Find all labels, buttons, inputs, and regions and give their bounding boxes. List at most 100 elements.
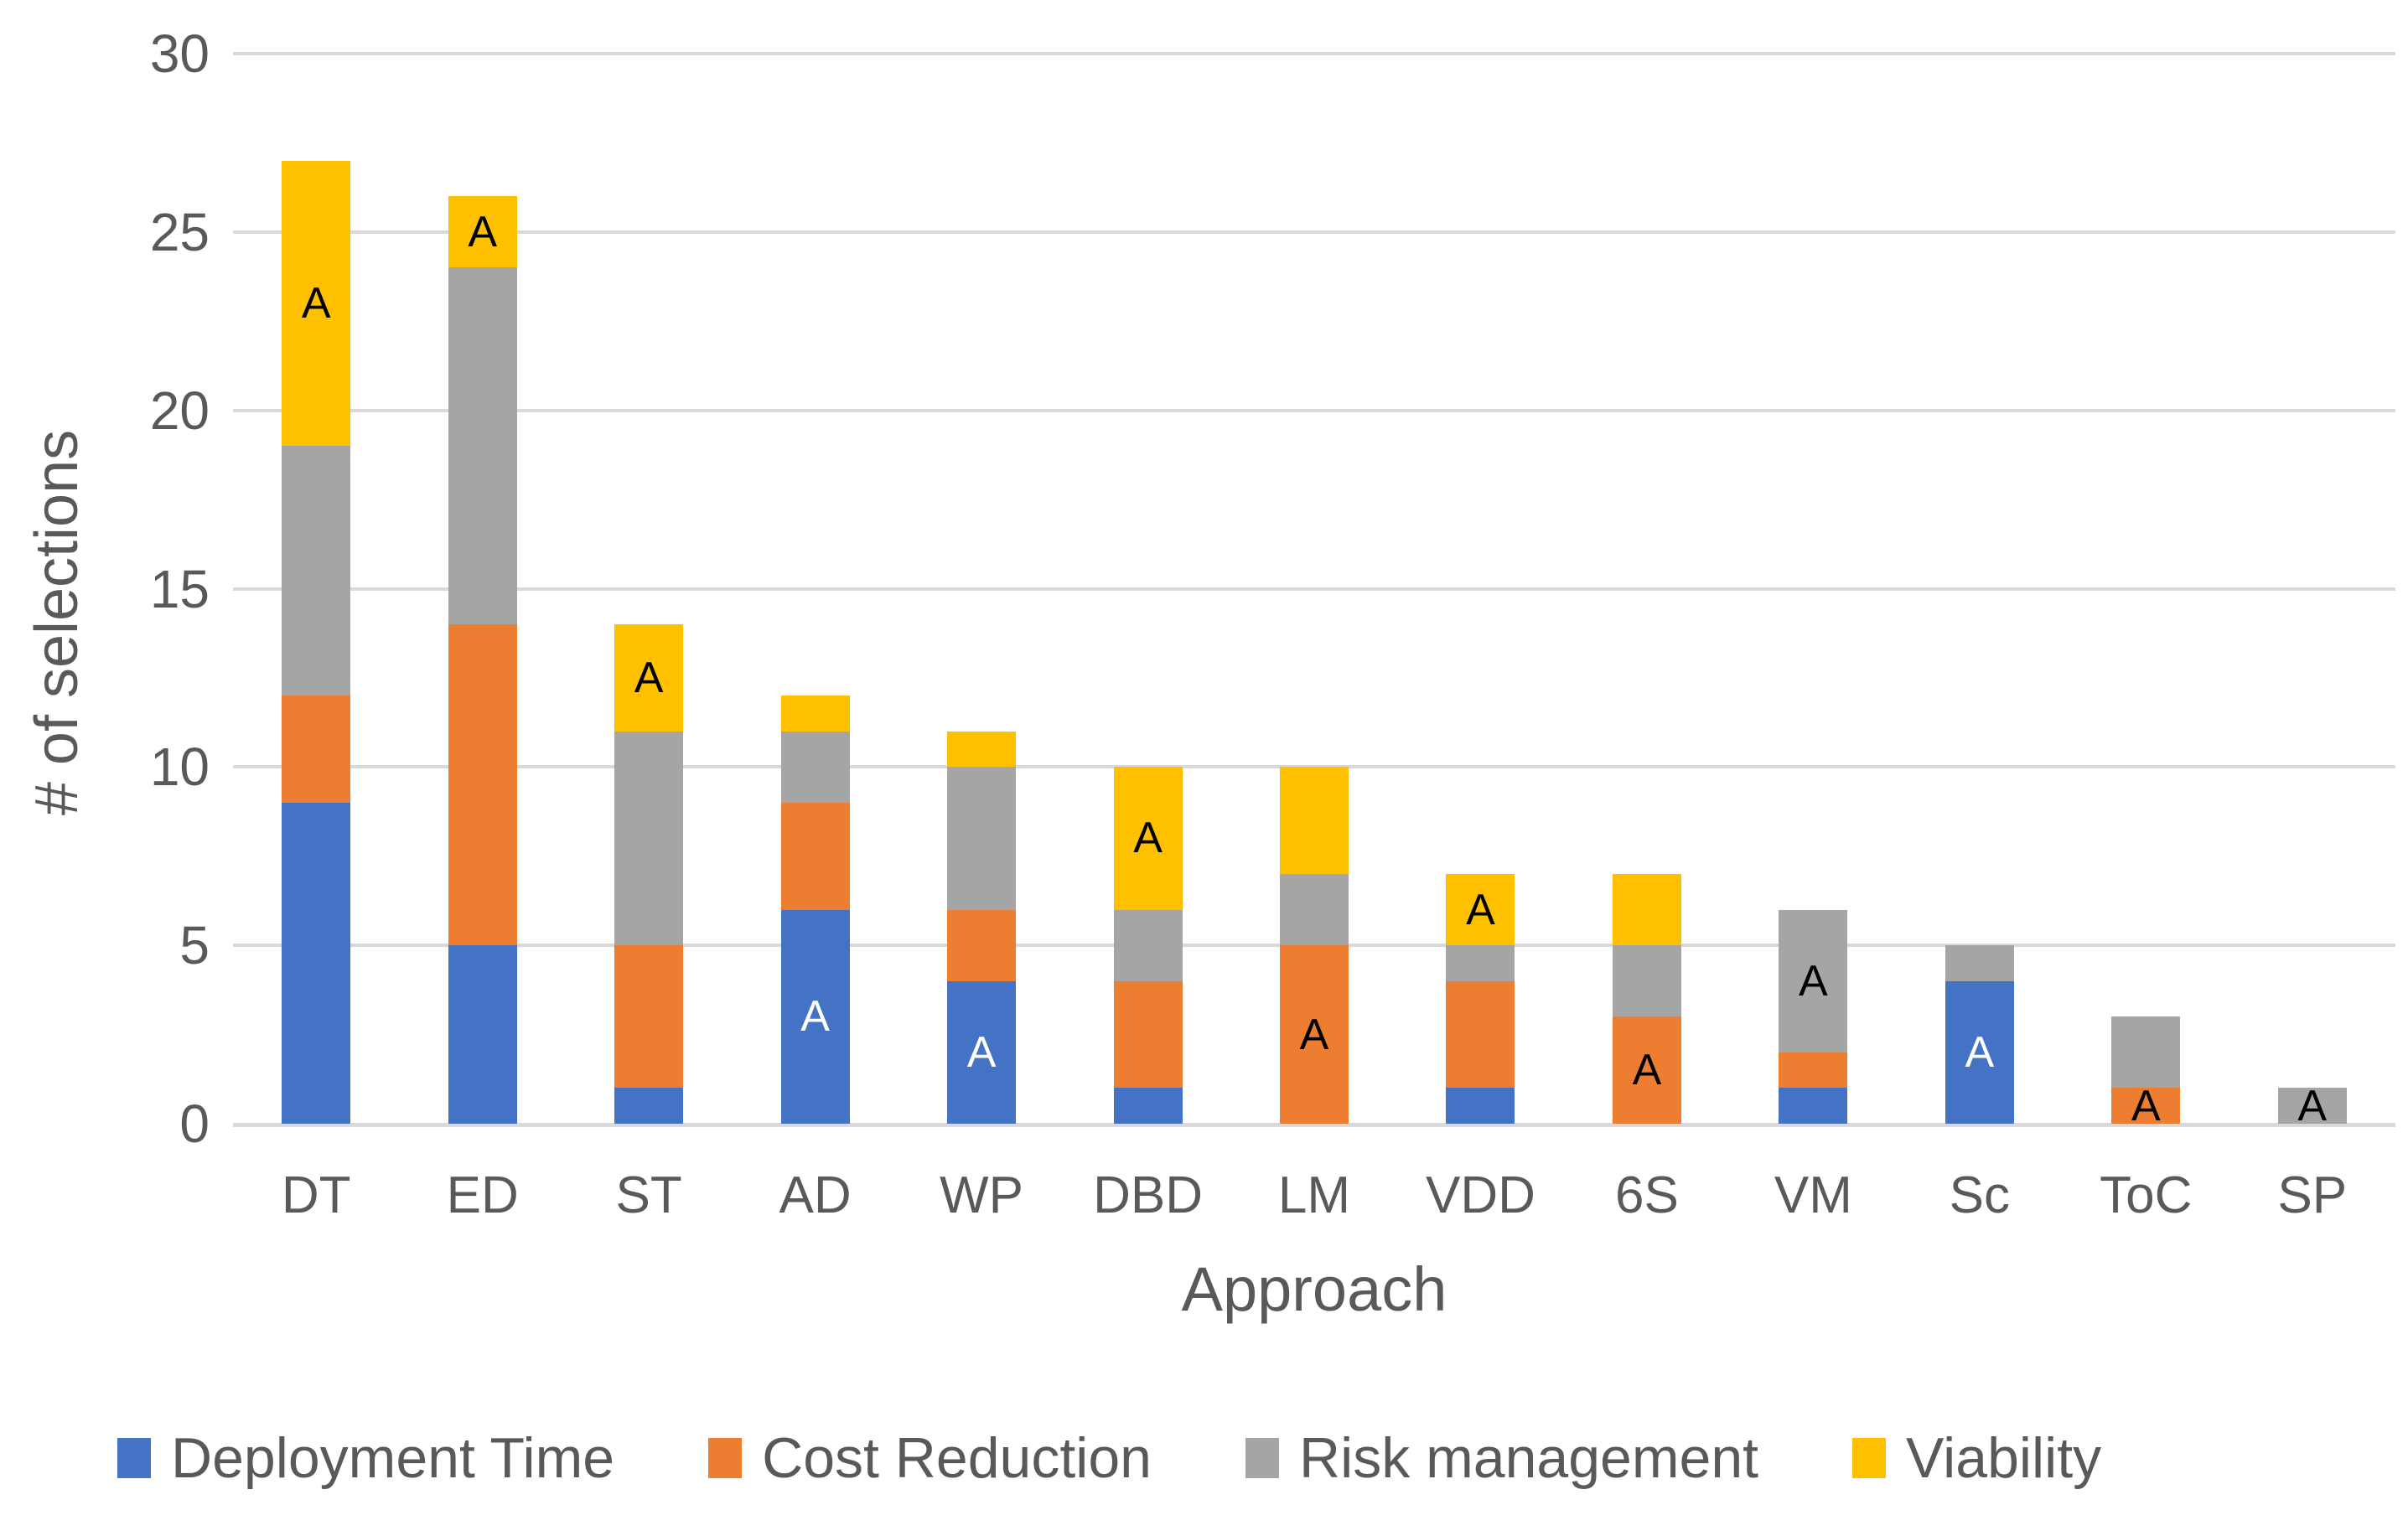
legend-marker-icon [1245, 1438, 1280, 1478]
bar-segment [448, 624, 517, 946]
bar-LM: A [1280, 767, 1349, 1124]
bar-annotation: A [966, 1027, 997, 1077]
bar-segment [448, 945, 517, 1124]
bar-segment: A [780, 909, 850, 1124]
y-tick-label: 30 [149, 23, 210, 84]
bar-segment [1446, 980, 1515, 1089]
gridline [233, 52, 2395, 55]
bar-annotation: A [800, 992, 830, 1042]
gridline [233, 587, 2395, 591]
y-tick-label: 20 [149, 380, 210, 441]
bar-segment [1612, 874, 1681, 946]
y-tick-label: 5 [179, 915, 210, 976]
bar-annotation: A [468, 207, 498, 256]
bar-segment [1113, 1088, 1183, 1124]
legend-item: Cost Reduction [708, 1430, 1152, 1487]
bar-VDD: A [1446, 874, 1515, 1124]
bar-segment [1612, 945, 1681, 1017]
y-tick-label: 0 [179, 1094, 210, 1154]
legend-item: Risk management [1245, 1430, 1758, 1487]
bar-DBD: A [1113, 767, 1183, 1124]
bar-segment [614, 731, 684, 946]
bar-segment: A [1446, 874, 1515, 946]
bar-segment: A [1113, 767, 1183, 910]
bar-segment [1446, 1088, 1515, 1124]
legend-marker-icon [117, 1438, 151, 1478]
x-tick-label-DT: DT [281, 1166, 351, 1224]
x-tick-label-VDD: VDD [1425, 1166, 1535, 1224]
x-tick-label-SP: SP [2277, 1166, 2348, 1224]
legend-item: Deployment Time [117, 1430, 614, 1487]
bar-ST: A [614, 624, 684, 1124]
bar-SP: A [2277, 1082, 2347, 1130]
bar-annotation: A [1799, 956, 1828, 1006]
bar-segment [947, 731, 1017, 768]
bar-annotation: A [1133, 814, 1163, 863]
legend-marker-icon [1852, 1438, 1887, 1478]
x-tick-label-WP: WP [940, 1166, 1023, 1224]
bar-segment: A [614, 624, 684, 732]
bar-Sc: A [1945, 945, 2014, 1124]
legend: Deployment Time Cost Reduction Risk manage… [117, 1430, 2101, 1487]
bar-segment [282, 446, 351, 696]
bar-AD: A [780, 696, 850, 1124]
y-tick-label: 25 [149, 201, 210, 262]
bar-VM: A [1779, 909, 1848, 1124]
x-tick-label-ED: ED [446, 1166, 519, 1224]
bar-annotation: A [1299, 1010, 1329, 1059]
bar-segment [1280, 767, 1349, 875]
bar-segment [1113, 909, 1183, 981]
bar-ED: A [448, 196, 517, 1124]
x-tick-label-AD: AD [779, 1166, 852, 1224]
bar-annotation: A [2297, 1081, 2328, 1130]
bar-DT: A [282, 160, 351, 1124]
legend-item: Viability [1852, 1430, 2101, 1487]
bar-ToC: A [2111, 1016, 2181, 1130]
bar-annotation: A [2131, 1081, 2161, 1130]
bar-segment: A [1945, 980, 2014, 1124]
bar-annotation: A [1632, 1046, 1662, 1095]
bar-segment: A [2111, 1082, 2181, 1130]
bar-segment [1446, 945, 1515, 981]
legend-marker-icon [708, 1438, 743, 1478]
x-axis-title: Approach [1181, 1254, 1447, 1324]
bar-segment [614, 945, 684, 1089]
x-tick-label-DBD: DBD [1093, 1166, 1203, 1224]
bar-segment [780, 731, 850, 803]
x-axis-line [233, 1123, 2395, 1127]
bar-segment [947, 909, 1017, 981]
bar-segment [1945, 945, 2014, 981]
bar-segment [1113, 980, 1183, 1089]
gridline [233, 408, 2395, 412]
bar-annotation: A [1965, 1027, 1995, 1077]
x-tick-label-VM: VM [1774, 1166, 1852, 1224]
bar-segment: A [1280, 945, 1349, 1124]
y-tick-label: 15 [149, 558, 210, 619]
bar-segment [1779, 1052, 1848, 1089]
bar-segment: A [282, 160, 351, 447]
x-tick-label-6S: 6S [1614, 1166, 1679, 1224]
bar-segment [780, 696, 850, 732]
bar-annotation: A [1466, 885, 1495, 934]
bar-segment: A [1612, 1016, 1681, 1124]
bar-segment [282, 696, 351, 803]
x-tick-label-Sc: Sc [1949, 1166, 2011, 1224]
bar-6S: A [1612, 874, 1681, 1124]
bar-segment: A [2277, 1082, 2347, 1130]
legend-label: Risk management [1299, 1426, 1759, 1490]
bar-annotation: A [301, 278, 331, 328]
bar-segment: A [947, 980, 1017, 1124]
bar-segment [448, 267, 517, 625]
legend-label: Cost Reduction [762, 1426, 1152, 1490]
bar-segment: A [448, 196, 517, 268]
legend-label: Deployment Time [171, 1426, 615, 1490]
x-tick-label-ToC: ToC [2100, 1166, 2193, 1224]
bar-segment: A [1779, 909, 1848, 1052]
bar-segment [780, 802, 850, 910]
bar-WP: A [947, 731, 1017, 1124]
x-tick-label-LM: LM [1277, 1166, 1351, 1224]
bar-segment [947, 767, 1017, 910]
bar-segment [614, 1088, 684, 1124]
gridline [233, 230, 2395, 234]
